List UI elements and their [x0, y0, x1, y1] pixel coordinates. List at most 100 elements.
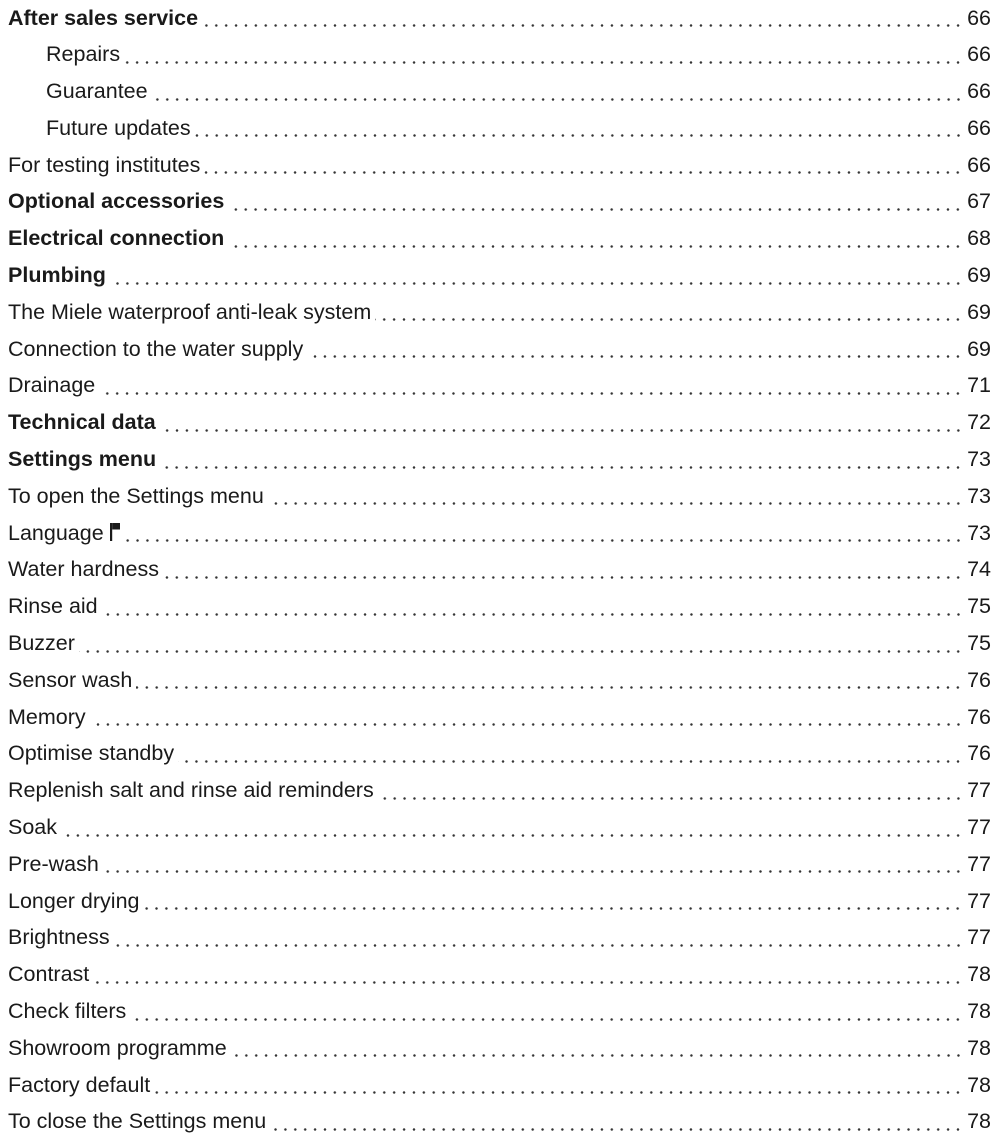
toc-entry[interactable]: For testing institutes 66: [8, 141, 991, 178]
flag-icon: [109, 522, 120, 541]
toc-entry-title: Sensor wash: [8, 667, 133, 692]
dot-leader: [162, 575, 964, 579]
toc-entry-page: 76: [967, 741, 991, 766]
toc-entry-page: 66: [967, 115, 991, 140]
dot-leader: [307, 355, 964, 359]
toc-entry[interactable]: To open the Settings menu 73: [8, 473, 991, 510]
dot-leader: [151, 97, 964, 101]
toc-entry-page: 75: [967, 594, 991, 619]
toc-entry[interactable]: Buzzer 75: [8, 620, 991, 657]
toc-entry[interactable]: Guarantee 66: [8, 68, 991, 105]
toc-entry[interactable]: Repairs 66: [8, 31, 991, 68]
dot-leader: [230, 1054, 964, 1058]
toc-entry-title: The Miele waterproof anti-leak system: [8, 299, 372, 324]
toc-entry-title: Repairs: [46, 42, 121, 67]
toc-entry[interactable]: Pre-wash 77: [8, 841, 991, 878]
dot-leader: [178, 759, 964, 763]
toc-entry-title: Water hardness: [8, 557, 159, 582]
dot-leader: [143, 907, 964, 911]
toc-entry-title: Contrast: [8, 962, 90, 987]
toc-entry-page: 73: [967, 520, 991, 545]
toc-entry[interactable]: Sensor wash 76: [8, 657, 991, 694]
toc-entry-page: 78: [967, 1109, 991, 1134]
dot-leader: [267, 502, 964, 506]
dot-leader: [228, 244, 964, 248]
toc-entry-page: 66: [967, 152, 991, 177]
toc-entry[interactable]: Longer drying 77: [8, 877, 991, 914]
toc-entry[interactable]: Plumbing 69: [8, 252, 991, 289]
toc-entry-title: Drainage: [8, 373, 96, 398]
toc-entry[interactable]: Optimise standby 76: [8, 730, 991, 767]
toc-entry-page: 76: [967, 704, 991, 729]
dot-leader: [99, 391, 964, 395]
dot-leader: [202, 24, 964, 27]
toc-entry[interactable]: Rinse aid 75: [8, 583, 991, 620]
toc-entry-page: 73: [967, 447, 991, 472]
toc-entry[interactable]: Brightness 77: [8, 914, 991, 951]
toc-entry[interactable]: Memory 76: [8, 693, 991, 730]
toc-entry-title: Showroom programme: [8, 1035, 227, 1060]
toc-entry[interactable]: Contrast 78: [8, 951, 991, 988]
toc-entry-title: To close the Settings menu: [8, 1109, 267, 1134]
toc-entry-page: 66: [967, 42, 991, 67]
toc-entry-page: 78: [967, 1072, 991, 1097]
toc-entry-page: 76: [967, 667, 991, 692]
toc-entry-page: 72: [967, 410, 991, 435]
dot-leader: [204, 171, 964, 175]
toc-entry-title: Optional accessories: [8, 189, 225, 214]
dot-leader: [154, 1091, 964, 1095]
toc-entry-title: Plumbing: [8, 263, 106, 288]
toc-entry-page: 73: [967, 483, 991, 508]
dot-leader: [159, 428, 964, 432]
dot-leader: [130, 1017, 964, 1021]
toc-entry-title: Connection to the water supply: [8, 336, 304, 361]
dot-leader: [109, 281, 964, 285]
toc-entry-page: 78: [967, 999, 991, 1024]
toc-entry-title: Check filters: [8, 999, 127, 1024]
toc-entry-page: 66: [967, 5, 991, 30]
toc-entry-title: Electrical connection: [8, 226, 225, 251]
toc-entry[interactable]: Soak 77: [8, 804, 991, 841]
toc-entry[interactable]: Factory default 78: [8, 1061, 991, 1098]
toc-entry[interactable]: Showroom programme 78: [8, 1025, 991, 1062]
toc-entry-page: 78: [967, 1035, 991, 1060]
toc-entry-page: 74: [967, 557, 991, 582]
toc-entry[interactable]: Drainage 71: [8, 362, 991, 399]
toc-entry[interactable]: Replenish salt and rinse aid reminders 7…: [8, 767, 991, 804]
toc-entry-title-wrap: Language: [8, 522, 120, 547]
toc-entry-page: 77: [967, 815, 991, 840]
toc-entry[interactable]: Electrical connection 68: [8, 215, 991, 252]
toc-entry[interactable]: Language 73: [8, 509, 991, 546]
toc-entry[interactable]: Connection to the water supply 69: [8, 325, 991, 362]
toc-entry-page: 69: [967, 299, 991, 324]
toc-entry-page: 78: [967, 962, 991, 987]
toc-entry-title: Guarantee: [46, 79, 148, 104]
toc-entry-title: Brightness: [8, 925, 110, 950]
toc-entry[interactable]: Check filters 78: [8, 988, 991, 1025]
toc-entry[interactable]: Optional accessories 67: [8, 178, 991, 215]
toc-entry[interactable]: After sales service 66: [8, 0, 991, 31]
toc-entry-title: Soak: [8, 815, 58, 840]
toc-entry-title: Memory: [8, 704, 86, 729]
toc-entry-title: For testing institutes: [8, 152, 201, 177]
toc-entry[interactable]: Water hardness 74: [8, 546, 991, 583]
toc-entry-page: 77: [967, 925, 991, 950]
toc-entry[interactable]: Technical data 72: [8, 399, 991, 436]
dot-leader: [93, 980, 964, 984]
dot-leader: [228, 207, 964, 211]
dot-leader: [375, 318, 964, 322]
dot-leader: [113, 943, 964, 947]
toc-entry-page: 77: [967, 851, 991, 876]
toc-entry[interactable]: Settings menu 73: [8, 436, 991, 473]
toc-entry-page: 69: [967, 263, 991, 288]
toc-entry-title: Optimise standby: [8, 741, 175, 766]
toc-entry-title: Replenish salt and rinse aid reminders: [8, 778, 374, 803]
toc-entry[interactable]: Future updates 66: [8, 105, 991, 142]
dot-leader: [270, 1127, 964, 1131]
toc-entry-title: Pre-wash: [8, 851, 99, 876]
toc-entry-title: After sales service: [8, 5, 199, 30]
dot-leader: [61, 833, 964, 837]
toc-entry[interactable]: The Miele waterproof anti-leak system 69: [8, 289, 991, 326]
dot-leader: [136, 686, 964, 690]
dot-leader: [102, 870, 964, 874]
